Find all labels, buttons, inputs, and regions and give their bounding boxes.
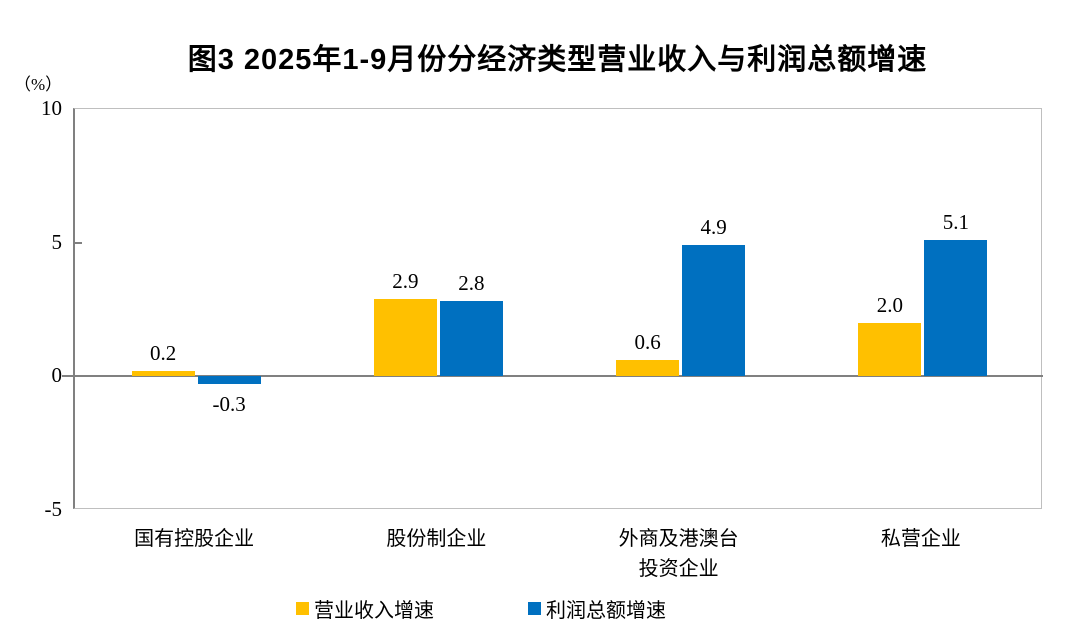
bar-revenue-growth — [616, 360, 680, 377]
category-label: 国有控股企业 — [134, 528, 255, 550]
y-axis-tick-label: 5 — [51, 229, 63, 254]
bar-value-label: 2.9 — [392, 268, 419, 293]
zero-axis-line — [62, 375, 1043, 378]
category-label: 股份制企业 — [386, 528, 487, 550]
x-axis-category-labels: 国有控股企业 股份制企业 外商及港澳台 投资企业 私营企业 — [73, 524, 1042, 586]
y-axis-tick-label: 0 — [51, 363, 63, 388]
bar-revenue-growth — [858, 322, 922, 377]
y-axis-tick-mark — [75, 241, 82, 244]
y-axis-tick-label: 10 — [41, 96, 62, 120]
bar-value-label: 0.6 — [634, 330, 661, 355]
bar-value-label: 0.2 — [150, 340, 177, 365]
legend-label: 利润总额增速 — [546, 599, 666, 622]
category-label: 外商及港澳台 投资企业 — [618, 528, 739, 580]
bar-value-label: -0.3 — [212, 392, 246, 417]
legend-item: 利润总额增速 — [528, 593, 666, 623]
legend-item: 营业收入增速 — [296, 593, 434, 623]
legend: 营业收入增速 利润总额增速 — [0, 593, 1080, 623]
bar-profit-growth — [682, 245, 746, 377]
legend-label: 营业收入增速 — [314, 599, 434, 622]
plot-area: 0.2 2.9 0.6 2.0 -0.3 2.8 4.9 5.1 — [62, 108, 1043, 509]
bar-profit-growth — [924, 239, 988, 377]
bar-profit-growth — [439, 301, 503, 377]
bar-value-label: 2.8 — [458, 271, 485, 296]
bar-value-label: 5.1 — [942, 209, 969, 234]
bar-profit-growth — [197, 376, 261, 385]
bar-value-label: 4.9 — [700, 215, 727, 240]
y-axis: 10 5 0 -5 — [0, 96, 63, 521]
bar-value-label: 2.0 — [876, 292, 903, 317]
legend-swatch-icon — [296, 601, 309, 615]
category-label: 私营企业 — [880, 528, 961, 550]
chart-title: 图3 2025年1-9月份分经济类型营业收入与利润总额增速 — [187, 44, 928, 76]
legend-swatch-icon — [528, 601, 541, 615]
bar-revenue-growth — [131, 370, 195, 377]
y-axis-tick-label: -5 — [44, 497, 63, 521]
y-axis-unit-label: （%） — [14, 75, 63, 94]
bar-revenue-growth — [373, 298, 437, 377]
